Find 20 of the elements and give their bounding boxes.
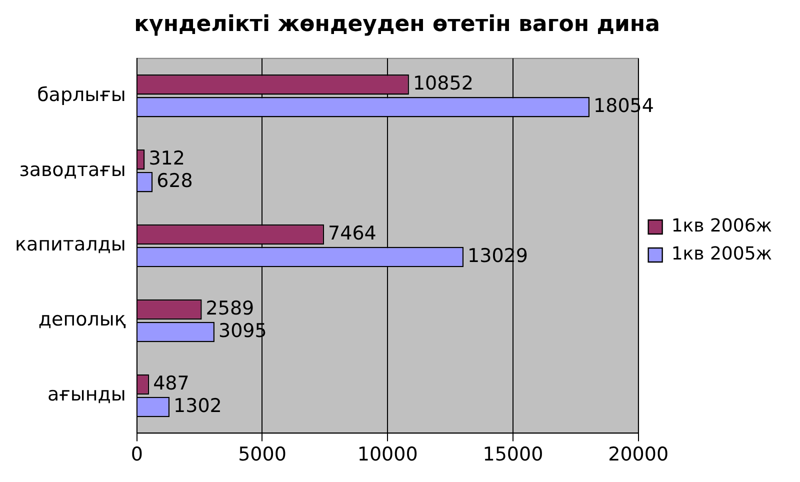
x-tick-label: 5000 (238, 444, 286, 466)
y-tick-label: капиталды (14, 234, 126, 256)
data-label: 1302 (174, 394, 222, 417)
x-tick-label: 0 (130, 444, 143, 466)
data-label: 7464 (328, 222, 376, 244)
data-label: 487 (153, 372, 190, 394)
data-label: 628 (156, 170, 193, 192)
y-tick-label: ағынды (47, 384, 126, 406)
x-tick-label: 10000 (357, 444, 418, 466)
data-label: 10852 (412, 72, 474, 95)
data-label: 312 (148, 148, 185, 170)
y-tick-label: барлығы (37, 84, 126, 106)
data-label: 2589 (206, 297, 254, 320)
y-tick-label: заводтағы (19, 158, 126, 181)
x-tick-label: 20000 (608, 444, 669, 466)
legend-label: 1кв 2005ж (671, 244, 772, 265)
chart-title: күнделікті жөндеуден өтетін вагон дина (134, 12, 660, 37)
y-tick-label: деполық (38, 308, 126, 331)
x-tick-label: 15000 (482, 444, 544, 466)
legend-label: 1кв 2006ж (671, 216, 772, 237)
